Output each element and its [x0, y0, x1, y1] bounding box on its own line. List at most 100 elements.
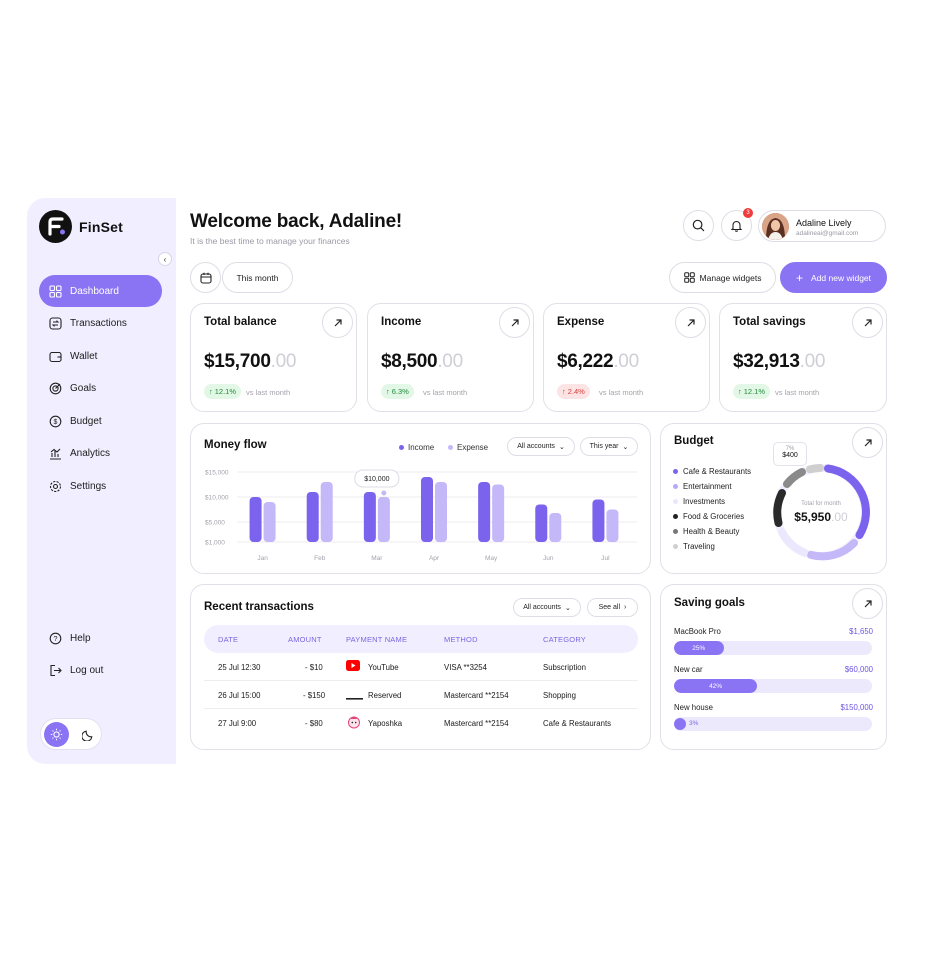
money-flow-title: Money flow — [204, 439, 267, 451]
open-total-savings-button[interactable] — [852, 307, 883, 338]
budget-center-amount: $5,950.00 — [794, 510, 848, 524]
stat-title: Total savings — [733, 316, 806, 328]
sidebar-item-label: Analytics — [70, 448, 111, 459]
stat-card-expense[interactable]: Expense $6,222.00 ↑ 2.4% vs last month — [543, 303, 710, 412]
sidebar-item-budget[interactable]: $ Budget — [39, 405, 162, 437]
arrow-up-right-icon — [511, 318, 519, 326]
moon-icon — [82, 730, 93, 741]
sidebar-item-goals[interactable]: Goals — [39, 373, 162, 405]
page-title: Welcome back, Adaline! — [190, 211, 403, 232]
bell-icon — [730, 220, 743, 232]
period-label: This month — [236, 272, 279, 283]
bar-income-may — [478, 482, 491, 542]
sidebar-item-label: Budget — [70, 415, 102, 427]
arrow-up-right-icon — [864, 599, 872, 607]
dark-mode-button[interactable] — [76, 722, 101, 747]
sidebar-item-analytics[interactable]: Analytics — [39, 438, 162, 470]
sidebar-item-wallet[interactable]: Wallet — [39, 340, 162, 372]
sidebar-item-transactions[interactable]: Transactions — [39, 308, 162, 340]
budget-item: Traveling — [673, 542, 715, 551]
manage-widgets-label: Manage widgets — [699, 272, 762, 283]
help-icon: ? — [49, 632, 62, 644]
see-all-button[interactable]: See all › — [587, 598, 638, 617]
table-row[interactable]: 25 Jul 12:30 - $10 YouTube VISA **3254 S… — [204, 653, 638, 681]
tx-method: Mastercard **2154 — [444, 691, 509, 700]
bar-expense-jun — [549, 513, 562, 542]
period-select[interactable]: This month — [222, 262, 293, 293]
category-dot-icon — [673, 484, 678, 489]
sidebar-item-label: Wallet — [70, 350, 98, 362]
column-header: METHOD — [444, 635, 478, 644]
theme-toggle[interactable] — [40, 718, 102, 750]
stat-title: Income — [381, 316, 422, 328]
table-row[interactable]: 26 Jul 15:00 - $150 Reserved Mastercard … — [204, 681, 638, 709]
analytics-icon — [50, 448, 61, 460]
bar-expense-apr — [435, 482, 447, 542]
legend-income: Income — [399, 443, 434, 452]
user-profile[interactable]: Adaline Lively adalineai@gmail.com — [758, 210, 886, 242]
x-tick-label: Jun — [543, 555, 554, 562]
tx-amount: - $150 — [303, 691, 326, 700]
stat-card-income[interactable]: Income $8,500.00 ↑ 6.3% vs last month — [367, 303, 534, 412]
open-total-balance-button[interactable] — [322, 307, 353, 338]
sidebar-item-logout[interactable]: Log out — [39, 655, 162, 687]
table-row[interactable]: 27 Jul 9:00 - $80 Yaposhka Mastercard **… — [204, 709, 638, 737]
add-widget-button[interactable]: + Add new widget — [780, 262, 887, 293]
stat-amount: $32,913.00 — [733, 351, 826, 372]
bar-income-jan — [249, 497, 262, 542]
sidebar-item-label: Goals — [70, 383, 97, 394]
bar-expense-feb — [320, 482, 333, 542]
saving-goals-title: Saving goals — [674, 597, 745, 609]
goal-progress-fill: 25% — [674, 641, 724, 655]
open-saving-goals-button[interactable] — [852, 588, 883, 619]
stat-card-total-savings[interactable]: Total savings $32,913.00 ↑ 12.1% vs last … — [719, 303, 887, 412]
sidebar-item-help[interactable]: ? Help — [39, 622, 162, 654]
light-mode-button[interactable] — [44, 722, 69, 747]
budget-item: Food & Groceries — [673, 512, 744, 521]
sidebar-item-label: Settings — [70, 480, 107, 492]
stat-title: Expense — [557, 316, 605, 328]
goals-icon — [49, 382, 62, 395]
user-name: Adaline Lively — [796, 218, 852, 228]
money-flow-accounts-select[interactable]: All accounts ⌄ — [507, 437, 575, 456]
arrow-up-right-icon — [687, 318, 695, 326]
budget-title: Budget — [674, 435, 714, 447]
manage-widgets-button[interactable]: Manage widgets — [669, 262, 776, 293]
tx-date: 25 Jul 12:30 — [218, 663, 261, 672]
y-tick-label: $10,000 — [205, 495, 229, 502]
chevron-right-icon: › — [624, 604, 627, 611]
notifications-button[interactable]: 3 — [721, 208, 753, 241]
app-window: FinSet ‹ Dashboard Transactions Wallet G… — [27, 198, 899, 764]
arrow-up-icon: ↑ — [209, 387, 213, 396]
budget-item: Investments — [673, 497, 725, 506]
sidebar-item-dashboard[interactable]: Dashboard — [39, 275, 162, 307]
bar-expense-jul — [606, 509, 619, 542]
goal-progress-fill: 42% — [674, 679, 758, 693]
collapse-sidebar-button[interactable]: ‹ — [158, 252, 172, 266]
category-dot-icon — [673, 529, 678, 534]
y-tick-label: $5,000 — [205, 520, 225, 527]
transactions-accounts-select[interactable]: All accounts ⌄ — [513, 598, 581, 617]
stat-card-total-balance[interactable]: Total balance $15,700.00 ↑ 12.1% vs last … — [190, 303, 357, 412]
arrow-up-right-icon — [864, 318, 872, 326]
dashboard-icon — [49, 284, 62, 298]
tx-category: Subscription — [543, 663, 586, 672]
calendar-button[interactable] — [190, 262, 221, 293]
sidebar-item-settings[interactable]: Settings — [39, 470, 162, 502]
user-email: adalineai@gmail.com — [796, 230, 859, 237]
budget-card: Budget Cafe & Restaurants Entertainment … — [660, 423, 887, 574]
open-income-button[interactable] — [499, 307, 530, 338]
open-budget-button[interactable] — [852, 427, 883, 458]
svg-text:$: $ — [54, 419, 58, 426]
money-flow-period-select[interactable]: This year ⌄ — [580, 437, 638, 456]
goal-name: New house — [674, 703, 714, 712]
stat-amount: $6,222.00 — [557, 351, 639, 372]
tx-payment-name: Reserved — [368, 691, 402, 700]
open-expense-button[interactable] — [675, 307, 706, 338]
stat-delta: ↑ 12.1% — [733, 384, 771, 399]
search-button[interactable] — [683, 210, 714, 241]
logo[interactable]: FinSet — [39, 210, 123, 243]
goal-target: $1,650 — [849, 627, 873, 636]
logout-icon — [50, 664, 62, 677]
recent-transactions-card: Recent transactions All accounts ⌄ See al… — [190, 584, 651, 750]
